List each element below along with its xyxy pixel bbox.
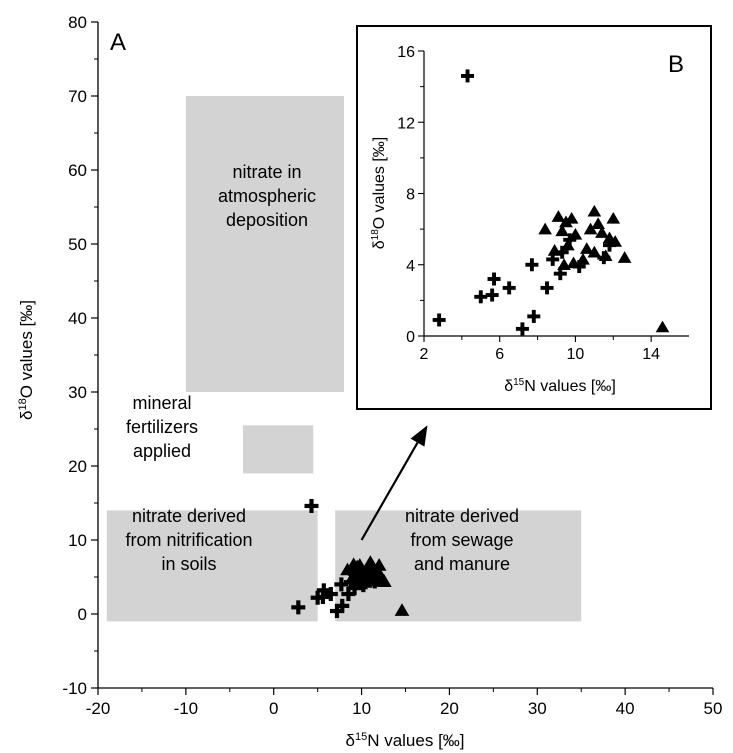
inset-cross-point bbox=[487, 272, 501, 286]
inset-triangle-point bbox=[559, 215, 573, 228]
inset-triangle-point bbox=[555, 224, 570, 237]
inset-triangle-point bbox=[579, 242, 594, 254]
main-y-tick-label: 70 bbox=[68, 87, 87, 106]
inset-triangle-point bbox=[564, 211, 579, 224]
arrow-head bbox=[410, 425, 428, 447]
inset-triangle-point bbox=[547, 244, 562, 256]
main-y-tick-label: 50 bbox=[68, 235, 87, 254]
main-cross-point bbox=[291, 600, 306, 615]
main-x-tick-label: 0 bbox=[269, 699, 278, 718]
main-triangle-point bbox=[394, 603, 410, 616]
inset-data-points bbox=[432, 69, 670, 336]
inset-triangle-point bbox=[587, 204, 602, 217]
main-cross-point bbox=[316, 583, 331, 598]
inset-cross-point bbox=[461, 69, 475, 83]
main-x-tick-label: 50 bbox=[704, 699, 723, 718]
region-label-0: nitrate in atmospheric deposition bbox=[218, 162, 316, 230]
inset-cross-point bbox=[555, 245, 569, 259]
main-y-tick-label: 0 bbox=[78, 605, 87, 624]
main-x-tick-label: -20 bbox=[86, 699, 111, 718]
inset-triangle-point bbox=[608, 235, 623, 247]
main-x-tick-label: 30 bbox=[528, 699, 547, 718]
main-cross-point bbox=[304, 498, 319, 513]
inset-triangle-point bbox=[576, 252, 590, 265]
main-y-tick-label: 20 bbox=[68, 457, 87, 476]
region-label-1: mineral fertilizers applied bbox=[126, 393, 198, 461]
inset-y-tick-label: 0 bbox=[406, 329, 415, 346]
inset-cross-point bbox=[485, 288, 499, 302]
inset-y-tick-label: 4 bbox=[406, 258, 415, 275]
inset-panel-frame bbox=[356, 25, 712, 410]
main-y-tick-label: 10 bbox=[68, 531, 87, 550]
inset-triangle-point bbox=[538, 222, 552, 235]
inset-triangle-point bbox=[568, 227, 583, 240]
inset-y-tick-label: 12 bbox=[397, 115, 415, 132]
inset-cross-point bbox=[502, 281, 516, 295]
inset-x-axis-title: δ15N values [‰] bbox=[504, 377, 616, 395]
inset-cross-point bbox=[546, 252, 560, 266]
inset-triangle-point bbox=[617, 251, 632, 263]
inset-cross-point bbox=[553, 267, 567, 281]
main-cross-point bbox=[329, 604, 344, 619]
main-x-tick-label: -10 bbox=[174, 699, 199, 718]
inset-cross-point bbox=[474, 290, 488, 304]
main-x-axis-title: δ15N values [‰] bbox=[345, 731, 464, 750]
main-regions: nitrate in atmospheric deposition mineral fe… bbox=[106, 96, 582, 622]
region-box-2 bbox=[106, 510, 318, 622]
main-cross-point bbox=[323, 587, 338, 602]
main-triangle-point bbox=[371, 558, 387, 571]
main-y-tick-label: 40 bbox=[68, 309, 87, 328]
inset-triangle-point bbox=[566, 256, 581, 269]
arrow-shaft bbox=[360, 442, 419, 541]
inset-y-axis-title: δ18O values [‰] bbox=[370, 137, 388, 250]
main-x-tick-label: 40 bbox=[616, 699, 635, 718]
main-data-points bbox=[291, 498, 410, 619]
panel-letter-a: A bbox=[110, 29, 126, 56]
inset-triangle-point bbox=[591, 217, 605, 229]
region-box-0 bbox=[185, 96, 344, 392]
inset-triangle-point bbox=[551, 210, 566, 222]
main-y-axis-title: δ18O values [‰] bbox=[17, 300, 36, 420]
main-x-tick-label: 10 bbox=[352, 699, 371, 718]
main-y-tick-label: 30 bbox=[68, 383, 87, 402]
inset-triangle-point bbox=[598, 249, 613, 262]
main-y-tick-label: 80 bbox=[68, 13, 87, 32]
inset-triangle-point bbox=[587, 245, 602, 258]
main-y-tick-label: -10 bbox=[62, 679, 87, 698]
inset-y-tick-label: 8 bbox=[406, 187, 415, 204]
main-triangle-point bbox=[377, 574, 392, 588]
inset-cross-point bbox=[515, 322, 529, 336]
inset-triangle-point bbox=[595, 226, 609, 238]
trend-arrow bbox=[360, 425, 428, 541]
region-box-1 bbox=[242, 425, 314, 474]
inset-ticks: 2 6 10 14 0 4 8 12 16 bbox=[397, 44, 660, 363]
inset-cross-point bbox=[527, 309, 541, 323]
inset-triangle-point bbox=[606, 211, 621, 224]
inset-y-tick-label: 16 bbox=[397, 44, 415, 61]
inset-x-tick-label: 6 bbox=[495, 346, 504, 363]
inset-x-tick-label: 2 bbox=[420, 346, 429, 363]
region-label-2: nitrate derived from nitrification in soil… bbox=[125, 506, 252, 574]
inset-x-tick-label: 14 bbox=[642, 346, 660, 363]
main-cross-point bbox=[334, 577, 349, 592]
inset-cross-point bbox=[563, 233, 577, 247]
panel-letter-b: B bbox=[668, 51, 684, 78]
inset-triangle-point bbox=[583, 222, 598, 235]
main-x-tick-label: 20 bbox=[440, 699, 459, 718]
inset-triangle-point bbox=[561, 238, 575, 251]
region-label-3: nitrate derived from sewage and manure bbox=[405, 506, 519, 574]
main-cross-point bbox=[335, 598, 350, 613]
main-y-tick-label: 60 bbox=[68, 161, 87, 180]
inset-cross-point bbox=[432, 313, 446, 327]
inset-cross-point bbox=[540, 281, 554, 295]
inset-x-tick-label: 10 bbox=[567, 346, 585, 363]
inset-triangle-point bbox=[655, 320, 670, 333]
main-cross-point bbox=[341, 587, 356, 602]
inset-cross-point bbox=[525, 258, 539, 272]
